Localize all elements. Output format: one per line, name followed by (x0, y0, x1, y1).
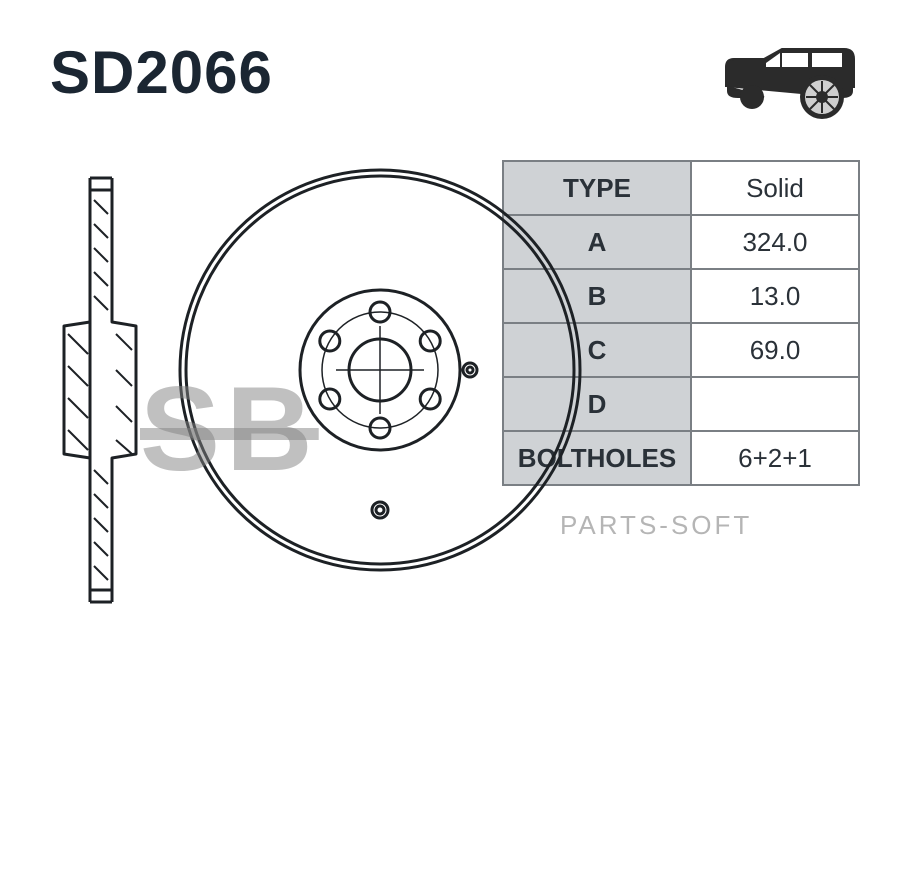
car-rear-wheel-icon (720, 45, 860, 125)
spec-value: Solid (691, 161, 859, 215)
brake-disc-front-view (160, 150, 600, 590)
spec-value: 69.0 (691, 323, 859, 377)
brake-disc-side-view (50, 170, 150, 610)
spec-value: 6+2+1 (691, 431, 859, 485)
spec-value (691, 377, 859, 431)
spec-value: 324.0 (691, 215, 859, 269)
spec-value: 13.0 (691, 269, 859, 323)
locator-holes-icon (372, 363, 477, 518)
part-number: SD2066 (50, 38, 273, 107)
